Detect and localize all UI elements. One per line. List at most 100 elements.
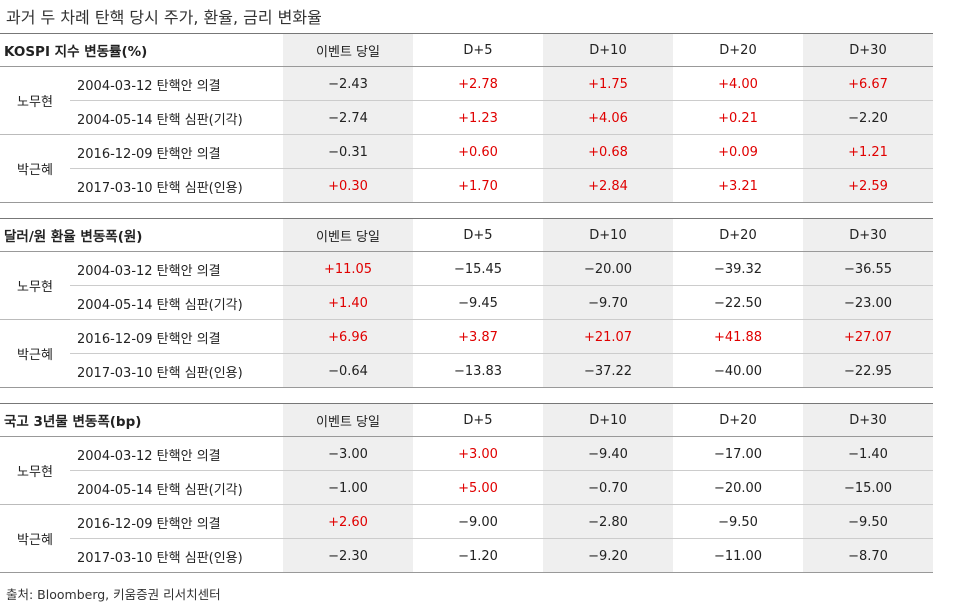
event-label: 2004-03-12 탄핵안 의결 (77, 448, 221, 464)
value-cell: −0.31 (328, 144, 368, 160)
value-cell: −15.00 (843, 480, 893, 496)
column-header: D+30 (849, 227, 887, 243)
row-line (70, 101, 933, 135)
section-bottom (0, 202, 933, 203)
value-cell: +1.75 (588, 76, 628, 92)
value-cell: +1.40 (328, 295, 368, 311)
event-label: 2004-05-14 탄핵 심판(기각) (77, 297, 243, 313)
column-shade (543, 403, 673, 573)
value-cell: −2.30 (328, 548, 368, 564)
value-cell: −2.20 (848, 110, 888, 126)
group-label: 노무현 (0, 67, 70, 135)
column-header: D+10 (589, 42, 627, 58)
value-cell: −2.74 (328, 110, 368, 126)
value-cell: +3.21 (718, 178, 758, 194)
value-cell: +21.07 (583, 329, 633, 345)
value-cell: −1.40 (848, 446, 888, 462)
column-header: 이벤트 당일 (316, 229, 380, 245)
event-label: 2004-05-14 탄핵 심판(기각) (77, 112, 243, 128)
value-cell: −1.00 (328, 480, 368, 496)
column-shade (543, 218, 673, 388)
value-cell: −9.00 (458, 514, 498, 530)
value-cell: −1.20 (458, 548, 498, 564)
row-line (70, 320, 933, 354)
value-cell: +11.05 (323, 261, 373, 277)
value-cell: −0.70 (588, 480, 628, 496)
value-cell: −8.70 (848, 548, 888, 564)
value-cell: +2.78 (458, 76, 498, 92)
value-cell: −37.22 (583, 363, 633, 379)
value-cell: −9.40 (588, 446, 628, 462)
event-label: 2016-12-09 탄핵안 의결 (77, 146, 221, 162)
group-label: 노무현 (0, 252, 70, 320)
value-cell: +5.00 (458, 480, 498, 496)
column-header: D+5 (463, 412, 493, 428)
value-cell: −22.50 (713, 295, 763, 311)
value-cell: −9.20 (588, 548, 628, 564)
value-cell: −9.70 (588, 295, 628, 311)
event-label: 2017-03-10 탄핵 심판(인용) (77, 365, 243, 381)
value-cell: +41.88 (713, 329, 763, 345)
value-cell: −39.32 (713, 261, 763, 277)
column-header: D+20 (719, 42, 757, 58)
column-header: D+10 (589, 227, 627, 243)
row-line (70, 471, 933, 505)
group-label: 박근혜 (0, 320, 70, 388)
value-cell: −11.00 (713, 548, 763, 564)
event-label: 2004-05-14 탄핵 심판(기각) (77, 482, 243, 498)
value-cell: −40.00 (713, 363, 763, 379)
section-title: KOSPI 지수 변동률(%) (4, 44, 148, 60)
value-cell: +4.00 (718, 76, 758, 92)
value-cell: −23.00 (843, 295, 893, 311)
event-label: 2004-03-12 탄핵안 의결 (77, 78, 221, 94)
value-cell: −22.95 (843, 363, 893, 379)
value-cell: +0.09 (718, 144, 758, 160)
source-note: 출처: Bloomberg, 키움증권 리서치센터 (6, 587, 221, 602)
row-line (70, 505, 933, 539)
column-shade (803, 218, 933, 388)
value-cell: +2.59 (848, 178, 888, 194)
value-cell: +0.21 (718, 110, 758, 126)
value-cell: −0.64 (328, 363, 368, 379)
column-shade (283, 33, 413, 203)
value-cell: −2.43 (328, 76, 368, 92)
column-header: 이벤트 당일 (316, 414, 380, 430)
value-cell: +1.23 (458, 110, 498, 126)
value-cell: −2.80 (588, 514, 628, 530)
value-cell: +2.60 (328, 514, 368, 530)
value-cell: +6.96 (328, 329, 368, 345)
value-cell: −13.83 (453, 363, 503, 379)
column-header: D+30 (849, 412, 887, 428)
event-label: 2016-12-09 탄핵안 의결 (77, 331, 221, 347)
value-cell: −17.00 (713, 446, 763, 462)
row-line (70, 252, 933, 286)
header-row (0, 218, 933, 252)
value-cell: −9.45 (458, 295, 498, 311)
value-cell: +0.68 (588, 144, 628, 160)
section-title: 국고 3년물 변동폭(bp) (4, 414, 142, 430)
column-header: D+10 (589, 412, 627, 428)
value-cell: −36.55 (843, 261, 893, 277)
column-header: D+5 (463, 42, 493, 58)
group-label: 박근혜 (0, 135, 70, 203)
group-label: 박근혜 (0, 505, 70, 573)
value-cell: −20.00 (713, 480, 763, 496)
header-row (0, 403, 933, 437)
column-shade (543, 33, 673, 203)
section-title: 달러/원 환율 변동폭(원) (4, 229, 143, 245)
page-title: 과거 두 차례 탄핵 당시 주가, 환율, 금리 변화율 (6, 8, 322, 27)
value-cell: +27.07 (843, 329, 893, 345)
value-cell: +3.87 (458, 329, 498, 345)
value-cell: +0.60 (458, 144, 498, 160)
column-shade (803, 403, 933, 573)
column-header: 이벤트 당일 (316, 44, 380, 60)
value-cell: +0.30 (328, 178, 368, 194)
row-line (70, 286, 933, 320)
value-cell: −15.45 (453, 261, 503, 277)
value-cell: −9.50 (848, 514, 888, 530)
value-cell: −9.50 (718, 514, 758, 530)
section-bottom (0, 387, 933, 388)
value-cell: +1.21 (848, 144, 888, 160)
row-line (70, 135, 933, 169)
